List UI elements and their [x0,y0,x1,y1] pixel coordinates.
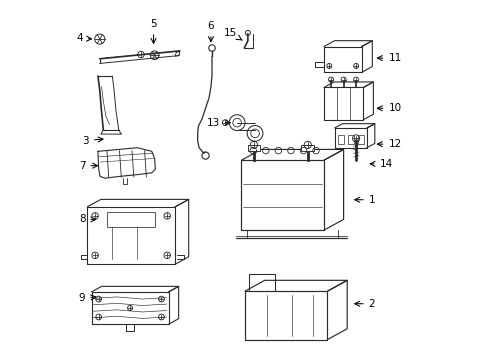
Bar [107,212,155,226]
Text: 5: 5 [150,19,157,43]
Bar [348,135,354,144]
Bar [247,145,260,151]
Text: 3: 3 [82,136,103,145]
Text: 14: 14 [370,159,392,169]
Bar [338,135,344,144]
Text: 6: 6 [208,21,214,41]
Text: 2: 2 [355,299,375,309]
Bar [358,135,364,144]
Text: 12: 12 [377,139,402,149]
Text: 8: 8 [79,215,96,224]
Text: 4: 4 [76,33,92,43]
Text: 13: 13 [207,118,230,128]
Text: 7: 7 [79,161,98,171]
Text: 15: 15 [224,28,242,40]
Text: 1: 1 [355,195,375,205]
Text: 9: 9 [79,293,96,303]
Text: 11: 11 [377,53,402,63]
Bar [301,145,314,151]
Text: 10: 10 [377,103,402,113]
